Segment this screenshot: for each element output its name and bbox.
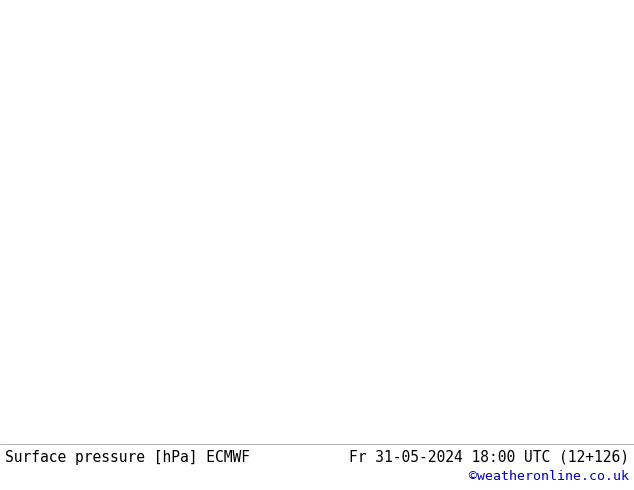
Text: Fr 31-05-2024 18:00 UTC (12+126): Fr 31-05-2024 18:00 UTC (12+126): [349, 449, 629, 465]
Text: ©weatheronline.co.uk: ©weatheronline.co.uk: [469, 469, 629, 483]
Text: Surface pressure [hPa] ECMWF: Surface pressure [hPa] ECMWF: [5, 449, 250, 465]
